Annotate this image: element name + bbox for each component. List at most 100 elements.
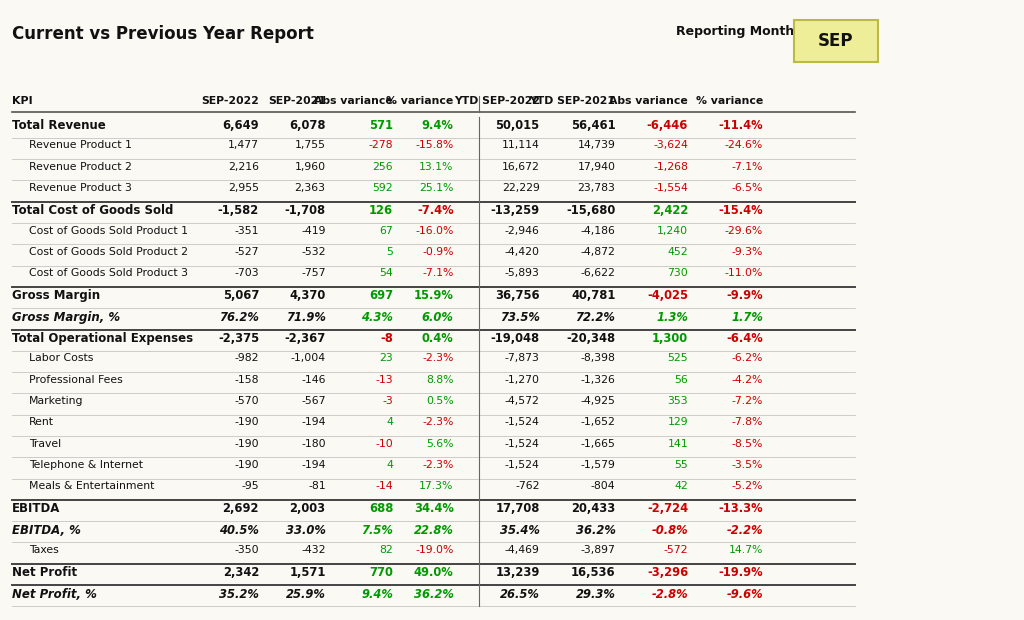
Text: SEP: SEP (818, 32, 853, 50)
Text: -1,268: -1,268 (653, 162, 688, 172)
Text: -9.3%: -9.3% (731, 247, 763, 257)
Text: 56,461: 56,461 (570, 119, 615, 132)
Text: -19.0%: -19.0% (416, 545, 454, 555)
Text: 2,216: 2,216 (228, 162, 259, 172)
Text: 40.5%: 40.5% (219, 524, 259, 537)
Text: 1,300: 1,300 (652, 332, 688, 345)
Text: EBITDA: EBITDA (12, 502, 60, 515)
Text: 56: 56 (675, 374, 688, 384)
Text: 256: 256 (373, 162, 393, 172)
Text: -1,524: -1,524 (505, 438, 540, 448)
Text: -8,398: -8,398 (581, 353, 615, 363)
Text: % variance: % variance (386, 96, 454, 106)
Text: 22.8%: 22.8% (414, 524, 454, 537)
Text: -95: -95 (242, 481, 259, 491)
Text: -6.4%: -6.4% (726, 332, 763, 345)
Text: 9.4%: 9.4% (422, 119, 454, 132)
Text: -11.0%: -11.0% (725, 268, 763, 278)
Text: -2,946: -2,946 (505, 226, 540, 236)
Text: 17,708: 17,708 (496, 502, 540, 515)
Text: 17,940: 17,940 (578, 162, 615, 172)
Text: 452: 452 (668, 247, 688, 257)
Text: SEP-2021: SEP-2021 (268, 96, 326, 106)
Text: Professional Fees: Professional Fees (29, 374, 123, 384)
Text: -2,724: -2,724 (647, 502, 688, 515)
Text: -4,420: -4,420 (505, 247, 540, 257)
Text: 17.3%: 17.3% (419, 481, 454, 491)
Text: 2,363: 2,363 (295, 183, 326, 193)
Text: Rent: Rent (29, 417, 53, 427)
Text: KPI: KPI (12, 96, 33, 106)
Text: -158: -158 (234, 374, 259, 384)
Text: 2,422: 2,422 (651, 205, 688, 217)
Text: -190: -190 (234, 460, 259, 470)
Text: 1,477: 1,477 (228, 140, 259, 151)
Text: -13: -13 (376, 374, 393, 384)
Text: -2,375: -2,375 (218, 332, 259, 345)
Text: 0.5%: 0.5% (426, 396, 454, 406)
Text: -190: -190 (234, 438, 259, 448)
Text: -4,572: -4,572 (505, 396, 540, 406)
Text: 1,960: 1,960 (295, 162, 326, 172)
Text: Taxes: Taxes (29, 545, 58, 555)
Text: Labor Costs: Labor Costs (29, 353, 93, 363)
Text: -1,582: -1,582 (218, 205, 259, 217)
Text: 571: 571 (370, 119, 393, 132)
Text: 25.1%: 25.1% (419, 183, 454, 193)
Text: 1,240: 1,240 (657, 226, 688, 236)
Text: 9.4%: 9.4% (361, 588, 393, 601)
Text: 36.2%: 36.2% (414, 588, 454, 601)
Text: Revenue Product 1: Revenue Product 1 (29, 140, 131, 151)
Text: YTD SEP-2022: YTD SEP-2022 (454, 96, 540, 106)
Text: -194: -194 (301, 417, 326, 427)
Text: 35.4%: 35.4% (500, 524, 540, 537)
Text: -1,579: -1,579 (581, 460, 615, 470)
Text: 6,649: 6,649 (222, 119, 259, 132)
Text: 8.8%: 8.8% (426, 374, 454, 384)
Text: -3,897: -3,897 (581, 545, 615, 555)
Text: -2.3%: -2.3% (422, 417, 454, 427)
Text: YTD SEP-2021: YTD SEP-2021 (529, 96, 615, 106)
Text: 33.0%: 33.0% (286, 524, 326, 537)
Text: Gross Margin: Gross Margin (12, 290, 100, 303)
Text: 126: 126 (369, 205, 393, 217)
Text: -1,524: -1,524 (505, 460, 540, 470)
Text: 353: 353 (668, 396, 688, 406)
Text: -0.8%: -0.8% (651, 524, 688, 537)
Text: -6,446: -6,446 (647, 119, 688, 132)
Text: -7.1%: -7.1% (731, 162, 763, 172)
Text: -6,622: -6,622 (581, 268, 615, 278)
Text: 5: 5 (386, 247, 393, 257)
Text: 2,003: 2,003 (290, 502, 326, 515)
Text: -15,680: -15,680 (566, 205, 615, 217)
Text: Revenue Product 2: Revenue Product 2 (29, 162, 131, 172)
Text: 16,672: 16,672 (502, 162, 540, 172)
Text: 770: 770 (370, 566, 393, 579)
Text: 82: 82 (380, 545, 393, 555)
Text: -3.5%: -3.5% (731, 460, 763, 470)
Text: -8.5%: -8.5% (731, 438, 763, 448)
Text: -1,652: -1,652 (581, 417, 615, 427)
Text: 11,114: 11,114 (502, 140, 540, 151)
Text: -982: -982 (234, 353, 259, 363)
Text: -572: -572 (664, 545, 688, 555)
Text: 22,229: 22,229 (502, 183, 540, 193)
Text: -350: -350 (234, 545, 259, 555)
Text: 13.1%: 13.1% (419, 162, 454, 172)
Text: 25.9%: 25.9% (286, 588, 326, 601)
Text: 29.3%: 29.3% (575, 588, 615, 601)
Text: 55: 55 (675, 460, 688, 470)
Text: 1,571: 1,571 (289, 566, 326, 579)
Text: -81: -81 (308, 481, 326, 491)
Text: 20,433: 20,433 (571, 502, 615, 515)
Text: -2.3%: -2.3% (422, 353, 454, 363)
Text: 4: 4 (386, 460, 393, 470)
Text: Cost of Goods Sold Product 2: Cost of Goods Sold Product 2 (29, 247, 187, 257)
Text: Marketing: Marketing (29, 396, 83, 406)
Text: -804: -804 (591, 481, 615, 491)
Text: Telephone & Internet: Telephone & Internet (29, 460, 142, 470)
Text: 525: 525 (668, 353, 688, 363)
Text: -567: -567 (301, 396, 326, 406)
Text: 72.2%: 72.2% (575, 311, 615, 324)
Text: 2,342: 2,342 (222, 566, 259, 579)
